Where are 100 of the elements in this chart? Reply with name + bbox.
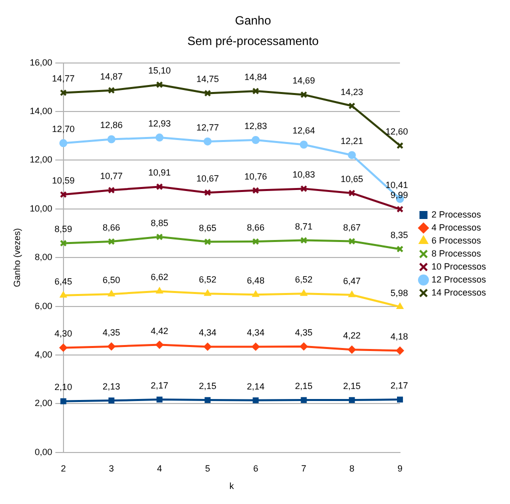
point: [252, 88, 260, 95]
point: [156, 287, 164, 294]
legend-label: 12 Processos: [431, 274, 486, 284]
x-tick-label: 9: [397, 463, 402, 474]
point: [300, 140, 308, 149]
point: [300, 236, 308, 244]
data-label: 8,66: [246, 222, 264, 233]
data-label: 8,66: [102, 222, 120, 233]
point: [107, 342, 116, 350]
data-label: 2,15: [343, 381, 361, 392]
data-label: 4,22: [343, 330, 361, 341]
point: [156, 183, 163, 190]
point: [252, 238, 260, 246]
y-tick-label: 4,00: [34, 349, 52, 360]
data-label: 6,47: [343, 276, 361, 286]
legend-label: 14 Processos: [431, 287, 486, 298]
point: [397, 396, 403, 403]
data-label: 4,30: [54, 328, 72, 339]
point: [252, 136, 260, 144]
data-label: 12,86: [100, 120, 123, 130]
x-axis-title: k: [229, 481, 234, 492]
data-label: 14,69: [292, 76, 316, 86]
point: [204, 189, 212, 196]
legend-label: 6 Processos: [431, 235, 482, 246]
point: [300, 185, 308, 192]
data-label: 14,77: [52, 74, 75, 84]
y-tick-label: 2,00: [34, 398, 52, 408]
data-label: 8,71: [295, 221, 313, 232]
point: [156, 233, 163, 240]
data-label: 14,84: [244, 72, 267, 82]
chart-title: Ganho: [234, 14, 272, 28]
point: [252, 342, 260, 351]
y-tick-label: 6,00: [34, 300, 52, 311]
point: [204, 290, 212, 296]
point: [396, 302, 404, 310]
point: [252, 397, 259, 404]
data-label: 4,35: [295, 327, 313, 338]
point: [59, 344, 68, 352]
point: [59, 139, 68, 148]
data-label: 12,70: [52, 124, 75, 134]
point: [108, 290, 115, 296]
point: [156, 134, 164, 142]
point: [252, 186, 260, 194]
point: [107, 135, 116, 144]
x-tick-label: 8: [349, 463, 354, 474]
data-label: 10,76: [244, 171, 267, 182]
point: [204, 137, 212, 146]
point: [108, 86, 115, 94]
data-label: 8,65: [198, 222, 216, 233]
x-tick-label: 3: [108, 463, 114, 474]
data-label: 10,41: [385, 180, 408, 190]
point: [348, 346, 356, 354]
data-label: 12,64: [292, 126, 316, 136]
point: [348, 290, 356, 298]
data-label: 2,15: [295, 381, 313, 392]
point: [252, 290, 260, 297]
data-label: 5,98: [390, 288, 408, 298]
data-label: 6,45: [54, 276, 72, 286]
point: [204, 397, 211, 404]
data-label: 10,83: [292, 170, 316, 180]
data-label: 4,34: [246, 328, 264, 338]
data-label: 9,99: [390, 190, 408, 200]
data-label: 6,62: [150, 272, 168, 282]
point: [204, 90, 212, 97]
point: [348, 238, 356, 245]
data-label: 10,91: [148, 168, 171, 178]
data-label: 15,10: [148, 66, 171, 76]
data-label: 8,59: [54, 224, 72, 234]
y-tick-label: 12,00: [30, 154, 52, 165]
data-label: 2,15: [198, 381, 216, 392]
point: [348, 397, 355, 404]
point: [60, 398, 66, 404]
y-axis-title: Ganho (vezes): [12, 228, 22, 288]
data-label: 12,60: [385, 126, 408, 137]
data-label: 2,13: [102, 382, 120, 392]
data-label: 2,10: [54, 382, 72, 392]
chart-subtitle: Sem pré-processamento: [187, 34, 320, 48]
point: [300, 290, 308, 296]
x-tick-label: 5: [205, 463, 210, 474]
data-label: 8,35: [390, 230, 408, 240]
point: [348, 151, 356, 160]
data-label: 6,50: [102, 275, 120, 286]
data-label: 4,34: [198, 328, 216, 338]
y-tick-label: 10,00: [30, 203, 52, 214]
legend-label: 4 Processos: [431, 222, 482, 232]
data-label: 8,85: [150, 218, 168, 228]
point: [108, 398, 114, 404]
data-label: 12,83: [244, 120, 267, 131]
x-tick-label: 4: [157, 463, 162, 474]
data-label: 4,18: [390, 332, 408, 342]
point: [348, 102, 356, 110]
point: [156, 396, 162, 403]
point: [156, 340, 164, 349]
point: [300, 397, 307, 404]
legend-label: 2 Processos: [431, 209, 482, 220]
point: [156, 81, 163, 88]
data-label: 12,93: [148, 118, 171, 129]
point: [300, 91, 308, 98]
point: [108, 186, 115, 194]
data-label: 2,17: [150, 380, 168, 391]
